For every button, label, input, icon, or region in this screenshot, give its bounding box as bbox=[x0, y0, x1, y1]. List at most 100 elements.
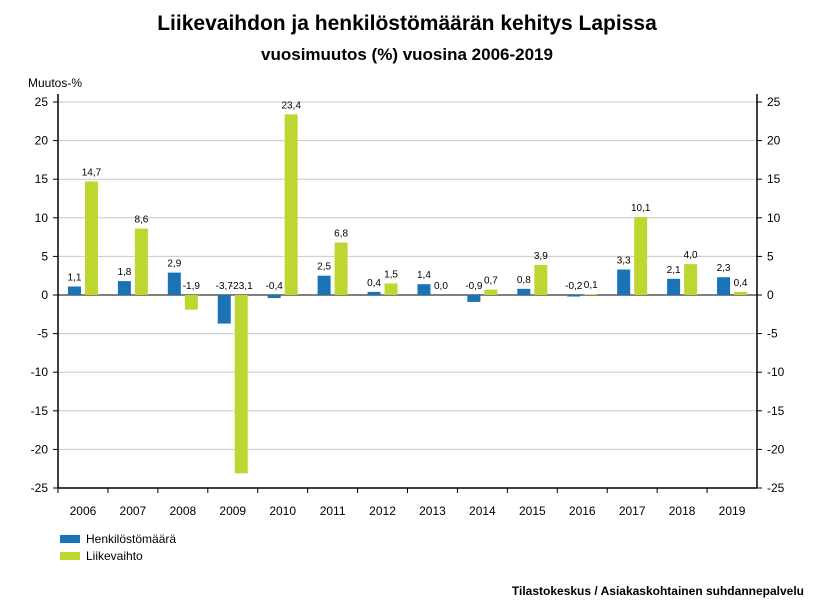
y-tick-label-right: -25 bbox=[767, 481, 785, 495]
data-label-henkilostomaara: 2,3 bbox=[717, 263, 731, 274]
legend-item-liikevaihto: Liikevaihto bbox=[60, 547, 176, 564]
data-label-liikevaihto: 10,1 bbox=[631, 203, 651, 214]
bar-liikevaihto bbox=[534, 264, 548, 295]
bar-henkilostomaara bbox=[517, 288, 531, 295]
bar-henkilostomaara bbox=[617, 269, 631, 295]
y-tick-label-left: -15 bbox=[31, 404, 49, 418]
legend-label-henkilostomaara: Henkilöstömäärä bbox=[86, 531, 177, 546]
data-label-henkilostomaara: 1,1 bbox=[68, 273, 82, 284]
y-tick-label-left: -5 bbox=[37, 327, 48, 341]
bar-liikevaihto bbox=[734, 291, 748, 295]
x-tick-label: 2014 bbox=[469, 504, 496, 518]
data-label-liikevaihto: 0,0 bbox=[434, 281, 448, 292]
data-label-liikevaihto: -23,1 bbox=[230, 281, 253, 292]
bar-henkilostomaara bbox=[267, 295, 281, 299]
bar-liikevaihto bbox=[634, 217, 648, 295]
data-label-liikevaihto: 23,4 bbox=[281, 100, 301, 111]
data-label-henkilostomaara: 1,8 bbox=[117, 267, 131, 278]
x-tick-label: 2018 bbox=[669, 504, 696, 518]
y-tick-label-left: 20 bbox=[35, 134, 49, 148]
bar-henkilostomaara bbox=[117, 281, 131, 295]
bar-liikevaihto bbox=[184, 295, 198, 310]
legend-swatch-liikevaihto bbox=[60, 551, 80, 560]
data-label-liikevaihto: 0,1 bbox=[584, 280, 598, 291]
legend-label-liikevaihto: Liikevaihto bbox=[86, 548, 143, 563]
y-tick-label-left: 15 bbox=[35, 172, 49, 186]
data-label-liikevaihto: 4,0 bbox=[684, 250, 698, 261]
y-tick-label-left: 10 bbox=[35, 211, 49, 225]
x-tick-label: 2017 bbox=[619, 504, 646, 518]
y-tick-label-right: 5 bbox=[767, 249, 774, 263]
y-tick-label-right: 20 bbox=[767, 134, 781, 148]
bar-henkilostomaara bbox=[217, 295, 231, 324]
y-tick-label-right: 10 bbox=[767, 211, 781, 225]
chart-subtitle: vuosimuutos (%) vuosina 2006-2019 bbox=[261, 45, 553, 64]
y-tick-label-right: -15 bbox=[767, 404, 785, 418]
data-label-henkilostomaara: 2,1 bbox=[667, 265, 681, 276]
y-tick-label-left: 25 bbox=[35, 95, 49, 109]
data-label-liikevaihto: 0,7 bbox=[484, 276, 498, 287]
x-tick-label: 2013 bbox=[419, 504, 446, 518]
x-tick-label: 2009 bbox=[219, 504, 246, 518]
y-tick-label-right: -5 bbox=[767, 327, 778, 341]
x-tick-label: 2016 bbox=[569, 504, 596, 518]
data-label-liikevaihto: 1,5 bbox=[384, 269, 398, 280]
bar-liikevaihto bbox=[484, 289, 498, 295]
y-tick-label-right: 25 bbox=[767, 95, 781, 109]
data-label-henkilostomaara: -0,2 bbox=[565, 281, 583, 292]
bar-henkilostomaara bbox=[717, 277, 731, 295]
bar-henkilostomaara bbox=[417, 284, 431, 295]
bar-henkilostomaara bbox=[667, 278, 681, 295]
bar-liikevaihto bbox=[334, 242, 348, 295]
bar-henkilostomaara bbox=[67, 286, 81, 295]
x-tick-label: 2015 bbox=[519, 504, 546, 518]
y-tick-label-left: 0 bbox=[41, 288, 48, 302]
x-tick-label: 2011 bbox=[320, 504, 346, 518]
data-label-henkilostomaara: 0,8 bbox=[517, 275, 531, 286]
data-label-henkilostomaara: 2,5 bbox=[317, 262, 331, 273]
x-tick-label: 2012 bbox=[369, 504, 396, 518]
bar-liikevaihto bbox=[584, 294, 598, 295]
data-label-henkilostomaara: 3,3 bbox=[617, 256, 631, 267]
y-axis-label: Muutos-% bbox=[28, 76, 83, 90]
data-label-liikevaihto: 6,8 bbox=[334, 229, 348, 240]
data-label-henkilostomaara: -3,7 bbox=[216, 281, 234, 292]
data-label-henkilostomaara: -0,4 bbox=[266, 281, 284, 292]
bar-henkilostomaara bbox=[567, 295, 581, 297]
x-tick-label: 2006 bbox=[70, 504, 97, 518]
x-tick-label: 2019 bbox=[719, 504, 746, 518]
bar-henkilostomaara bbox=[367, 291, 381, 295]
bar-liikevaihto bbox=[684, 264, 698, 295]
y-tick-label-right: 15 bbox=[767, 172, 781, 186]
data-label-henkilostomaara: 1,4 bbox=[417, 270, 431, 281]
bar-henkilostomaara bbox=[467, 295, 481, 302]
x-tick-label: 2010 bbox=[269, 504, 296, 518]
bar-liikevaihto bbox=[284, 114, 298, 296]
data-label-liikevaihto: 8,6 bbox=[134, 215, 148, 226]
legend-swatch-henkilostomaara bbox=[60, 534, 80, 543]
data-label-liikevaihto: 0,4 bbox=[734, 278, 748, 289]
data-label-henkilostomaara: -0,9 bbox=[465, 281, 483, 292]
y-tick-label-right: 0 bbox=[767, 288, 774, 302]
data-label-henkilostomaara: 2,9 bbox=[167, 259, 181, 270]
bar-henkilostomaara bbox=[167, 272, 181, 295]
x-tick-label: 2007 bbox=[120, 504, 147, 518]
data-label-liikevaihto: -1,9 bbox=[183, 281, 201, 292]
chart-title: Liikevaihdon ja henkilöstömäärän kehitys… bbox=[157, 12, 657, 35]
source-note: Tilastokeskus / Asiakaskohtainen suhdann… bbox=[511, 584, 804, 598]
bar-liikevaihto bbox=[234, 295, 248, 474]
bar-liikevaihto bbox=[384, 283, 398, 295]
legend: Henkilöstömäärä Liikevaihto bbox=[60, 530, 176, 564]
data-label-liikevaihto: 3,9 bbox=[534, 251, 548, 262]
y-tick-label-left: -20 bbox=[31, 442, 49, 456]
y-tick-label-left: -25 bbox=[31, 481, 49, 495]
y-tick-label-right: -20 bbox=[767, 442, 785, 456]
bar-liikevaihto bbox=[134, 228, 148, 295]
y-tick-label-left: 5 bbox=[41, 249, 48, 263]
y-tick-label-left: -10 bbox=[31, 365, 49, 379]
legend-item-henkilostomaara: Henkilöstömäärä bbox=[60, 530, 176, 547]
x-tick-label: 2008 bbox=[169, 504, 196, 518]
y-tick-label-right: -10 bbox=[767, 365, 785, 379]
bar-liikevaihto bbox=[84, 181, 98, 295]
